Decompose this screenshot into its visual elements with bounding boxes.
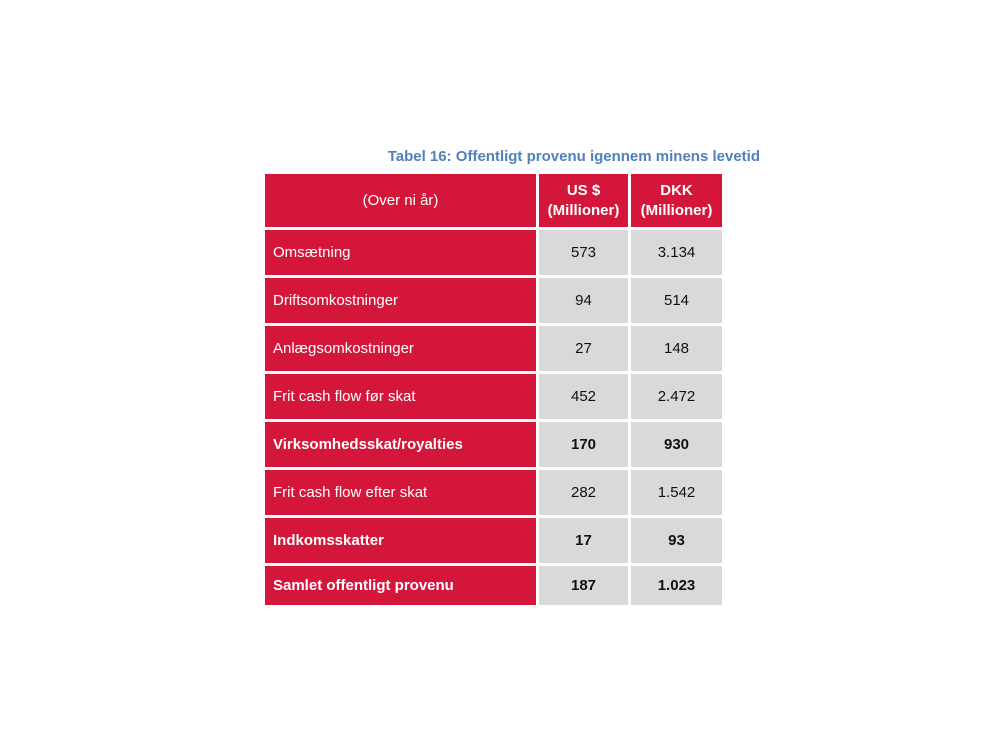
row-label: Frit cash flow efter skat [262,467,539,518]
header-period-label: (Over ni år) [262,171,539,230]
header-dkk-unit: (Millioner) [640,201,713,219]
table-row: Samlet offentligt provenu 187 1.023 [262,563,725,608]
table-row: Virksomhedsskat/royalties 170 930 [262,419,725,470]
header-usd: US $ (Millioner) [536,171,631,230]
row-dkk-value: 1.542 [628,467,725,518]
row-usd-value: 17 [536,515,631,566]
row-dkk-value: 2.472 [628,371,725,422]
header-usd-currency: US $ [566,181,601,199]
table-row: Omsætning 573 3.134 [262,227,725,278]
table-header-row: (Over ni år) US $ (Millioner) DKK (Milli… [262,171,725,230]
table-row: Driftsomkostninger 94 514 [262,275,725,326]
row-label: Driftsomkostninger [262,275,539,326]
row-dkk-value: 930 [628,419,725,470]
table-caption: Tabel 16: Offentligt provenu igennem min… [387,148,760,165]
row-label: Samlet offentligt provenu [262,563,539,608]
row-dkk-value: 3.134 [628,227,725,278]
row-label: Frit cash flow før skat [262,371,539,422]
table-row: Indkomsskatter 17 93 [262,515,725,566]
row-label: Anlægsomkostninger [262,323,539,374]
header-dkk: DKK (Millioner) [628,171,725,230]
row-dkk-value: 1.023 [628,563,725,608]
row-usd-value: 452 [536,371,631,422]
table-row: Frit cash flow før skat 452 2.472 [262,371,725,422]
row-dkk-value: 514 [628,275,725,326]
table-row: Anlægsomkostninger 27 148 [262,323,725,374]
row-usd-value: 573 [536,227,631,278]
table-row: Frit cash flow efter skat 282 1.542 [262,467,725,518]
row-dkk-value: 148 [628,323,725,374]
row-usd-value: 94 [536,275,631,326]
row-label: Indkomsskatter [262,515,539,566]
row-label: Virksomhedsskat/royalties [262,419,539,470]
row-usd-value: 27 [536,323,631,374]
header-dkk-currency: DKK [660,181,693,199]
header-usd-unit: (Millioner) [547,201,620,219]
revenue-table: (Over ni år) US $ (Millioner) DKK (Milli… [262,171,725,608]
row-label: Omsætning [262,227,539,278]
row-dkk-value: 93 [628,515,725,566]
row-usd-value: 282 [536,467,631,518]
row-usd-value: 187 [536,563,631,608]
row-usd-value: 170 [536,419,631,470]
